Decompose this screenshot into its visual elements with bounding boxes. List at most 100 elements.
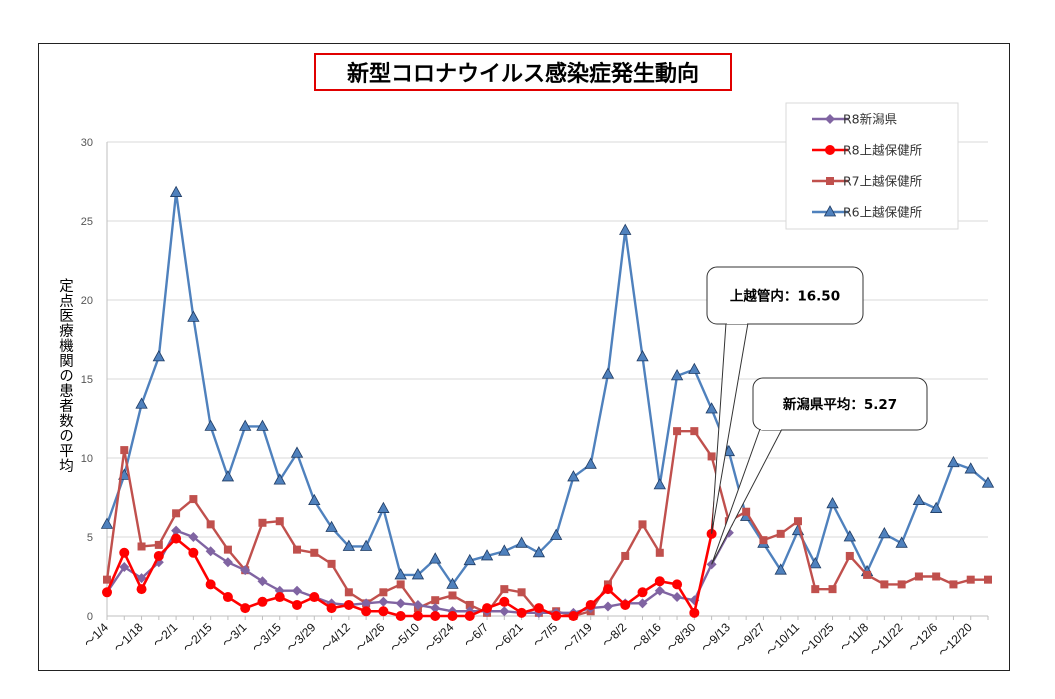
data-point: [396, 580, 405, 589]
data-point: [482, 603, 493, 614]
data-point: [690, 427, 699, 436]
x-tick-label: ～1/4: [81, 620, 111, 650]
data-point: [327, 559, 336, 568]
callout-box: [706, 266, 864, 325]
data-point: [533, 603, 544, 614]
data-point: [135, 397, 148, 409]
data-point: [793, 517, 802, 526]
data-point: [637, 598, 648, 609]
data-point: [672, 592, 683, 603]
legend-marker: [826, 177, 834, 185]
data-point: [949, 580, 958, 589]
series-3: [100, 185, 995, 589]
callout: 上越管内：16.50: [706, 266, 864, 534]
data-point: [584, 457, 597, 469]
x-tick-label: ～5/24: [422, 620, 457, 655]
x-tick-label: ～8/16: [629, 620, 664, 655]
legend-item: R8新潟県: [812, 112, 897, 127]
data-point: [326, 603, 337, 614]
data-point: [602, 601, 613, 612]
data-point: [688, 362, 701, 374]
data-point: [811, 585, 820, 594]
x-tick-label: ～1/18: [111, 620, 146, 655]
legend-item: R6上越保健所: [812, 205, 922, 220]
data-point: [446, 577, 459, 589]
y-tick-label: 10: [81, 453, 93, 465]
data-point: [636, 350, 649, 362]
data-point: [759, 536, 768, 545]
data-point: [293, 545, 302, 554]
y-tick-label: 0: [87, 611, 93, 623]
data-point: [136, 584, 147, 595]
data-point: [568, 611, 579, 621]
data-point: [621, 551, 630, 560]
data-point: [981, 476, 995, 488]
x-tick-label: ～7/19: [560, 620, 595, 655]
data-point: [240, 603, 251, 614]
data-point: [172, 509, 181, 518]
data-point: [463, 553, 476, 566]
callout-text: 上越管内：16.50: [730, 288, 840, 305]
data-point: [361, 606, 372, 617]
x-tick-label: ～10/11: [763, 620, 802, 659]
data-point: [567, 470, 580, 482]
data-point: [204, 419, 217, 431]
series-line: [105, 191, 989, 586]
data-point: [878, 527, 891, 539]
data-point: [274, 592, 285, 603]
data-point: [984, 575, 992, 584]
data-point: [465, 600, 474, 609]
x-tick-label: ～4/26: [353, 620, 388, 655]
data-point: [515, 536, 528, 548]
callout: 新潟県平均：5.27: [711, 377, 928, 565]
data-point: [602, 584, 613, 595]
data-point: [551, 611, 562, 621]
data-point: [102, 587, 112, 598]
data-point: [344, 588, 353, 597]
data-point: [221, 470, 235, 482]
data-point: [549, 528, 563, 540]
data-point: [290, 446, 304, 458]
data-point: [205, 579, 216, 590]
data-point: [152, 350, 166, 362]
data-point: [257, 596, 268, 607]
legend-marker: [825, 114, 835, 124]
legend-label: R7上越保健所: [843, 174, 922, 189]
callout-box: [752, 377, 928, 431]
data-point: [292, 599, 303, 610]
data-point: [448, 591, 457, 600]
data-point: [654, 585, 665, 596]
data-point: [499, 596, 510, 607]
data-point: [947, 455, 960, 468]
data-point: [412, 611, 423, 621]
data-point: [705, 402, 718, 414]
data-point: [619, 223, 632, 235]
data-point: [843, 530, 856, 542]
data-point: [653, 478, 666, 490]
legend-item: R7上越保健所: [812, 174, 922, 189]
data-point: [430, 611, 441, 621]
legend: R8新潟県 R8上越保健所 R7上越保健所 R6上越保健所: [785, 102, 959, 230]
legend-marker: [823, 205, 837, 217]
data-point: [273, 473, 286, 485]
data-point: [620, 599, 631, 610]
x-tick-label: ～12/20: [935, 620, 975, 660]
data-point: [516, 607, 527, 618]
data-point: [638, 520, 647, 529]
y-tick-label: 15: [81, 374, 93, 386]
legend-label: R8新潟県: [843, 112, 897, 127]
data-point: [707, 452, 716, 461]
data-point: [932, 572, 941, 581]
y-axis-label: 定点医療機関の患者数の平均: [57, 278, 73, 473]
legend-label: R8上越保健所: [843, 143, 922, 158]
data-point: [654, 576, 665, 587]
data-point: [897, 580, 906, 589]
data-point: [171, 525, 182, 536]
x-tick-label: ～6/21: [491, 620, 526, 655]
chart-title: 新型コロナウイルス感染症発生動向: [346, 62, 699, 87]
data-point: [430, 603, 441, 614]
y-tick-label: 20: [81, 295, 93, 307]
data-point: [309, 592, 320, 603]
data-point: [395, 598, 406, 609]
